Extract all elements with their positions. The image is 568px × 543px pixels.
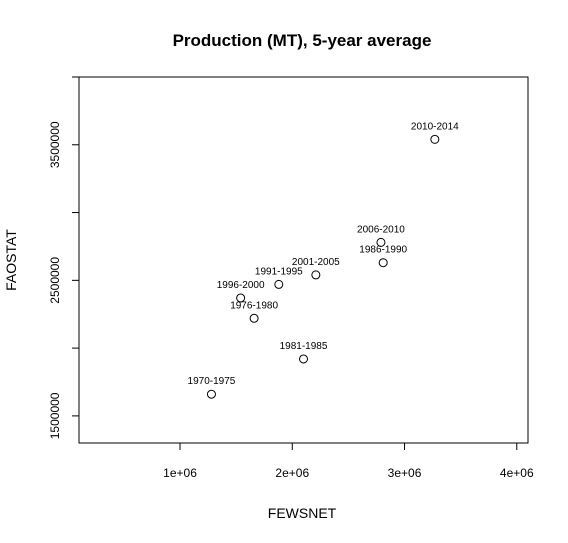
y-tick-label: 2500000 (48, 257, 62, 304)
data-point (206, 389, 216, 399)
x-tick-label: 4e+06 (500, 466, 534, 480)
plot-frame (78, 76, 529, 444)
y-tick-label: 3500000 (48, 121, 62, 168)
data-point (236, 293, 246, 303)
data-point (249, 313, 259, 323)
y-axis-label: FAOSTAT (3, 229, 19, 291)
data-label: 1991-1995 (255, 266, 303, 277)
data-label: 2006-2010 (357, 224, 405, 235)
data-label: 2001-2005 (292, 257, 340, 268)
data-point (274, 279, 284, 289)
x-tick-label: 3e+06 (388, 466, 422, 480)
data-label: 1986-1990 (359, 245, 407, 256)
data-point (376, 237, 386, 247)
data-label: 1970-1975 (188, 376, 236, 387)
data-label: 1981-1985 (280, 341, 328, 352)
data-point (299, 354, 308, 364)
data-point (430, 134, 440, 144)
x-tick-label: 2e+06 (275, 466, 309, 480)
data-point (378, 258, 388, 268)
data-label: 1996-2000 (217, 280, 265, 291)
chart-title: Production (MT), 5-year average (173, 31, 432, 50)
data-point (311, 270, 321, 280)
data-points: 1970-1975 1976-1980 1981-1985 1986-1990 1991… (188, 121, 459, 399)
x-axis: 1e+06 2e+06 3e+06 4e+06 (163, 443, 534, 480)
x-axis-label: FEWSNET (268, 505, 337, 521)
y-axis: 1500000 2500000 3500000 (48, 76, 79, 439)
data-label: 1976-1980 (230, 300, 278, 311)
data-label: 2010-2014 (411, 121, 459, 132)
y-tick-label: 1500000 (48, 392, 62, 439)
x-tick-label: 1e+06 (163, 466, 197, 480)
